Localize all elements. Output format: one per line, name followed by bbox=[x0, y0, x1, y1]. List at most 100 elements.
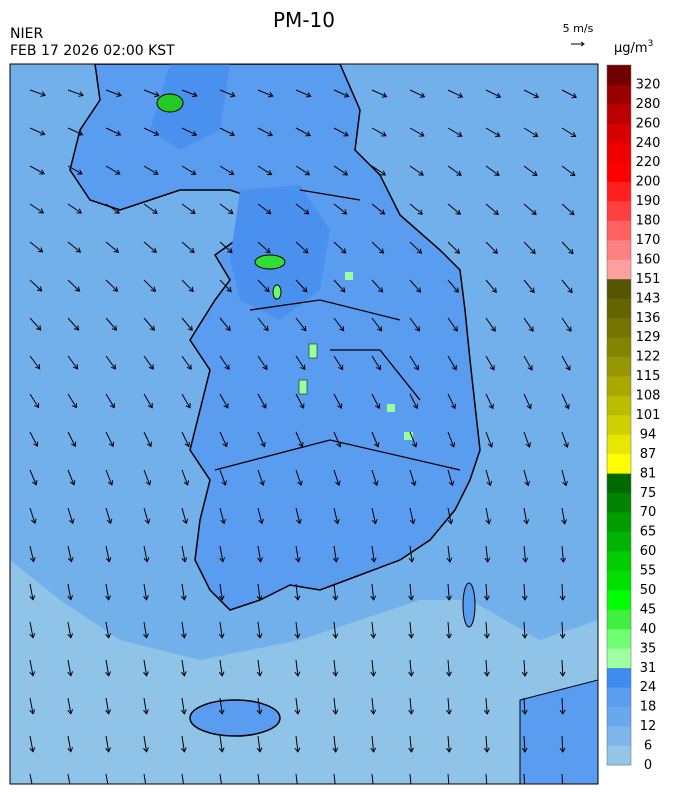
wind-arrow bbox=[105, 203, 120, 214]
wind-arrow bbox=[295, 127, 311, 137]
wind-arrow bbox=[371, 279, 384, 293]
wind-arrow bbox=[29, 317, 42, 331]
wind-arrow bbox=[67, 697, 74, 715]
wind-arrow bbox=[67, 735, 74, 753]
unit: μg/m3 bbox=[614, 39, 653, 56]
wind-arrow bbox=[446, 735, 452, 753]
wind-arrow bbox=[560, 545, 567, 563]
wind-arrow bbox=[67, 393, 77, 409]
wind-arrow bbox=[105, 393, 115, 409]
wind-arrow bbox=[105, 545, 112, 563]
color-swatch bbox=[607, 687, 631, 707]
wind-arrow bbox=[256, 697, 263, 715]
color-swatch bbox=[607, 726, 631, 746]
wind-arrow bbox=[143, 773, 147, 784]
wind-arrow bbox=[447, 773, 450, 784]
wind-arrow bbox=[523, 393, 532, 410]
level-label: 151 bbox=[636, 272, 661, 287]
wind-arrow bbox=[295, 355, 306, 371]
wind-arrow bbox=[371, 203, 386, 215]
wind-arrow bbox=[219, 469, 227, 486]
wind-arrow bbox=[105, 127, 122, 136]
wind-arrow bbox=[29, 697, 36, 715]
color-swatch bbox=[607, 492, 631, 513]
level-label: 94 bbox=[640, 427, 657, 442]
wind-arrow bbox=[219, 545, 226, 563]
wind-arrow bbox=[409, 279, 422, 293]
level-label: 40 bbox=[640, 622, 657, 637]
wind-arrow bbox=[294, 583, 301, 601]
wind-arrow bbox=[561, 203, 575, 216]
wind-arrow bbox=[257, 431, 266, 448]
wind-arrow bbox=[371, 393, 381, 410]
color-swatch bbox=[607, 181, 631, 202]
wind-arrow bbox=[295, 773, 298, 784]
color-swatch bbox=[607, 473, 631, 494]
wind-arrow bbox=[257, 89, 274, 98]
wind-arrow bbox=[105, 89, 122, 98]
wind-arrow bbox=[561, 89, 578, 99]
level-label: 87 bbox=[640, 447, 657, 462]
wind-arrow bbox=[67, 241, 82, 253]
wind-arrow bbox=[485, 507, 492, 525]
wind-arrow bbox=[257, 773, 260, 784]
wind-arrow bbox=[256, 735, 263, 753]
wind-arrow bbox=[561, 127, 577, 138]
wind-arrow bbox=[257, 203, 272, 215]
wind-arrow bbox=[67, 659, 74, 677]
wind-arrow bbox=[447, 393, 457, 410]
wind-arrow bbox=[257, 127, 274, 137]
wind-arrow bbox=[143, 697, 149, 715]
level-label: 12 bbox=[640, 719, 657, 734]
wind-arrow bbox=[332, 545, 339, 563]
map bbox=[10, 64, 598, 784]
wind-arrow bbox=[371, 431, 380, 448]
wind-arrow bbox=[523, 317, 534, 332]
wind-arrow bbox=[523, 279, 535, 294]
wind-arrow bbox=[485, 355, 495, 371]
wind-arrow bbox=[29, 735, 36, 753]
wind-arrow bbox=[447, 165, 462, 176]
wind-arrow bbox=[67, 127, 84, 136]
wind-arrow bbox=[143, 545, 150, 563]
wind-arrow bbox=[181, 507, 189, 525]
wind-arrow bbox=[483, 583, 490, 601]
level-label: 220 bbox=[636, 155, 661, 170]
level-label: 190 bbox=[636, 194, 661, 209]
land bbox=[69, 64, 481, 611]
wind-arrow bbox=[409, 317, 421, 332]
wind-arrow bbox=[409, 431, 418, 448]
color-swatch bbox=[607, 706, 631, 727]
wind-arrow bbox=[67, 469, 76, 486]
wind-arrow bbox=[370, 697, 377, 715]
japan-coast bbox=[519, 679, 598, 784]
wind-arrow bbox=[332, 659, 339, 677]
level-label: 60 bbox=[640, 544, 657, 559]
color-swatch bbox=[607, 123, 631, 144]
color-swatch bbox=[607, 609, 631, 630]
wind-arrow bbox=[332, 621, 339, 639]
wind-arrow bbox=[29, 469, 38, 486]
wind-arrow bbox=[408, 735, 415, 753]
level-label: 115 bbox=[636, 369, 661, 384]
wind-arrow bbox=[332, 735, 339, 753]
wind-arrow bbox=[370, 621, 377, 639]
wind-arrow bbox=[218, 621, 225, 639]
level-label: 101 bbox=[636, 408, 661, 423]
wind-arrow bbox=[371, 355, 381, 371]
wind-arrow bbox=[370, 735, 377, 753]
wind-arrow bbox=[143, 583, 149, 601]
wind-arrow bbox=[256, 583, 263, 601]
color-swatch bbox=[607, 103, 631, 124]
wind-arrow bbox=[485, 393, 494, 410]
level-label: 260 bbox=[636, 116, 661, 131]
wind-arrow bbox=[446, 659, 452, 677]
wind-arrow bbox=[105, 773, 109, 784]
wind-arrow bbox=[370, 659, 377, 677]
color-swatch bbox=[607, 65, 631, 85]
wind-arrow bbox=[409, 89, 426, 98]
wind-arrow bbox=[256, 621, 263, 639]
hotspot bbox=[156, 93, 184, 113]
level-label: 170 bbox=[636, 233, 661, 248]
